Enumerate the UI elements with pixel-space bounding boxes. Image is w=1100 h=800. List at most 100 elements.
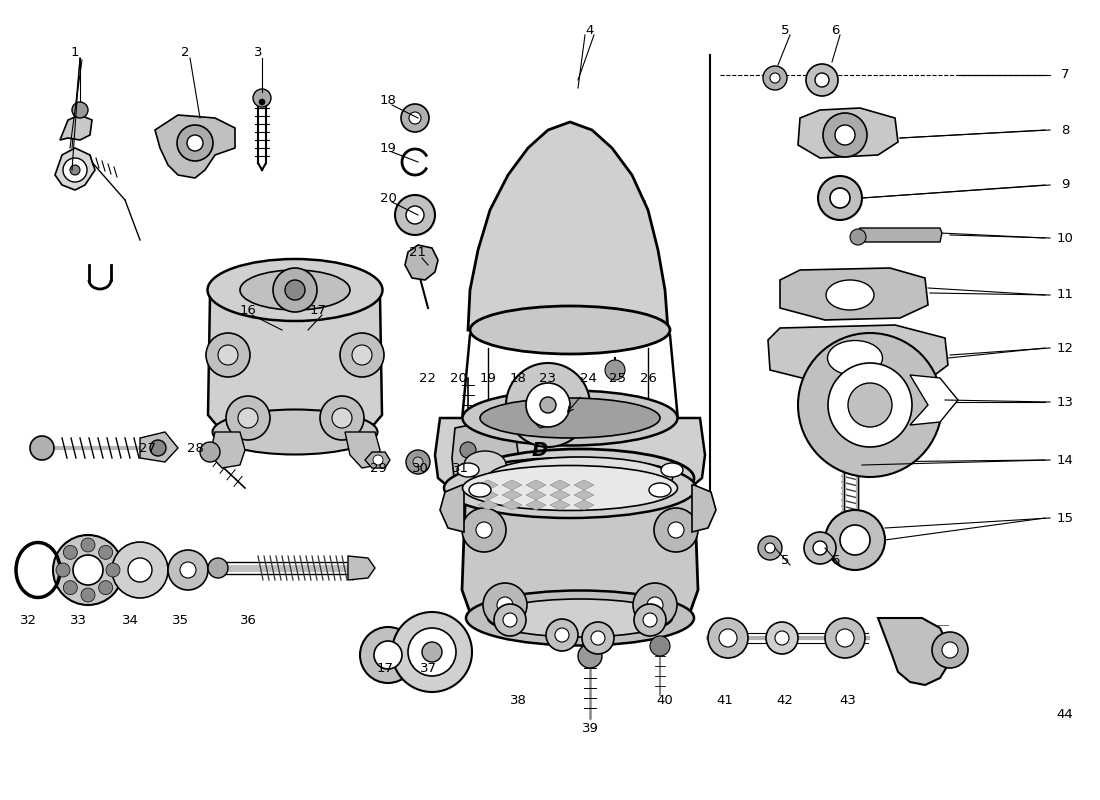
Circle shape <box>556 628 569 642</box>
Ellipse shape <box>487 599 672 637</box>
Circle shape <box>273 268 317 312</box>
Circle shape <box>63 158 87 182</box>
Circle shape <box>200 442 220 462</box>
Circle shape <box>526 383 570 427</box>
Text: 44: 44 <box>1057 709 1074 722</box>
Polygon shape <box>550 480 570 490</box>
Polygon shape <box>345 432 379 468</box>
Circle shape <box>708 618 748 658</box>
Text: 19: 19 <box>379 142 396 154</box>
Polygon shape <box>910 375 958 425</box>
Text: 41: 41 <box>716 694 734 706</box>
Circle shape <box>402 104 429 132</box>
Polygon shape <box>798 108 898 158</box>
Text: 18: 18 <box>379 94 396 106</box>
Circle shape <box>352 345 372 365</box>
Text: 20: 20 <box>379 191 396 205</box>
Circle shape <box>112 542 168 598</box>
Circle shape <box>758 536 782 560</box>
Circle shape <box>776 631 789 645</box>
Circle shape <box>392 612 472 692</box>
Circle shape <box>647 597 663 613</box>
Circle shape <box>818 176 862 220</box>
Ellipse shape <box>466 449 694 507</box>
Text: 22: 22 <box>419 371 437 385</box>
Polygon shape <box>60 115 92 140</box>
Circle shape <box>546 619 578 651</box>
Circle shape <box>605 360 625 380</box>
Circle shape <box>494 604 526 636</box>
Circle shape <box>106 563 120 577</box>
Polygon shape <box>574 490 594 500</box>
Ellipse shape <box>464 451 506 479</box>
Circle shape <box>208 558 228 578</box>
Circle shape <box>825 510 886 570</box>
Ellipse shape <box>827 341 882 375</box>
Circle shape <box>462 508 506 552</box>
Circle shape <box>395 195 434 235</box>
Circle shape <box>180 562 196 578</box>
Polygon shape <box>140 432 178 462</box>
Ellipse shape <box>649 483 671 497</box>
Circle shape <box>70 165 80 175</box>
Circle shape <box>320 396 364 440</box>
Text: 24: 24 <box>580 371 596 385</box>
Circle shape <box>766 622 797 654</box>
Circle shape <box>506 363 590 447</box>
Text: 9: 9 <box>1060 178 1069 191</box>
Circle shape <box>53 535 123 605</box>
Polygon shape <box>526 500 546 510</box>
Circle shape <box>497 597 513 613</box>
Circle shape <box>719 629 737 647</box>
Text: 23: 23 <box>539 371 557 385</box>
Ellipse shape <box>212 410 377 454</box>
Circle shape <box>540 397 556 413</box>
Ellipse shape <box>470 306 670 354</box>
Circle shape <box>412 457 424 467</box>
Ellipse shape <box>462 466 678 510</box>
Text: 33: 33 <box>69 614 87 626</box>
Circle shape <box>836 629 854 647</box>
Polygon shape <box>550 500 570 510</box>
Polygon shape <box>348 556 375 580</box>
Text: 2: 2 <box>180 46 189 58</box>
Circle shape <box>582 622 614 654</box>
Text: 20: 20 <box>450 371 466 385</box>
Text: 17: 17 <box>376 662 394 674</box>
Polygon shape <box>526 490 546 500</box>
Polygon shape <box>574 480 594 490</box>
Circle shape <box>409 112 421 124</box>
Circle shape <box>72 102 88 118</box>
Text: 8: 8 <box>1060 123 1069 137</box>
Circle shape <box>825 618 865 658</box>
Text: 13: 13 <box>1056 395 1074 409</box>
Text: 5: 5 <box>781 554 790 566</box>
Text: 25: 25 <box>609 371 627 385</box>
Circle shape <box>168 550 208 590</box>
Polygon shape <box>405 245 438 280</box>
Text: 21: 21 <box>409 246 427 258</box>
Circle shape <box>206 333 250 377</box>
Text: 16: 16 <box>240 303 256 317</box>
Polygon shape <box>478 500 498 510</box>
Text: 10: 10 <box>1057 231 1074 245</box>
Polygon shape <box>210 432 245 468</box>
Circle shape <box>798 333 942 477</box>
Circle shape <box>374 641 401 669</box>
Ellipse shape <box>480 398 660 438</box>
Circle shape <box>177 125 213 161</box>
Text: 34: 34 <box>122 614 139 626</box>
Circle shape <box>804 532 836 564</box>
Circle shape <box>483 583 527 627</box>
Text: 38: 38 <box>509 694 527 706</box>
Text: 36: 36 <box>240 614 256 626</box>
Text: 42: 42 <box>777 694 793 706</box>
Text: 4: 4 <box>586 23 594 37</box>
Text: 39: 39 <box>582 722 598 734</box>
Polygon shape <box>208 295 382 435</box>
Text: D: D <box>532 441 548 459</box>
Circle shape <box>258 99 265 105</box>
Text: 11: 11 <box>1056 289 1074 302</box>
Circle shape <box>340 333 384 377</box>
Circle shape <box>460 442 476 458</box>
